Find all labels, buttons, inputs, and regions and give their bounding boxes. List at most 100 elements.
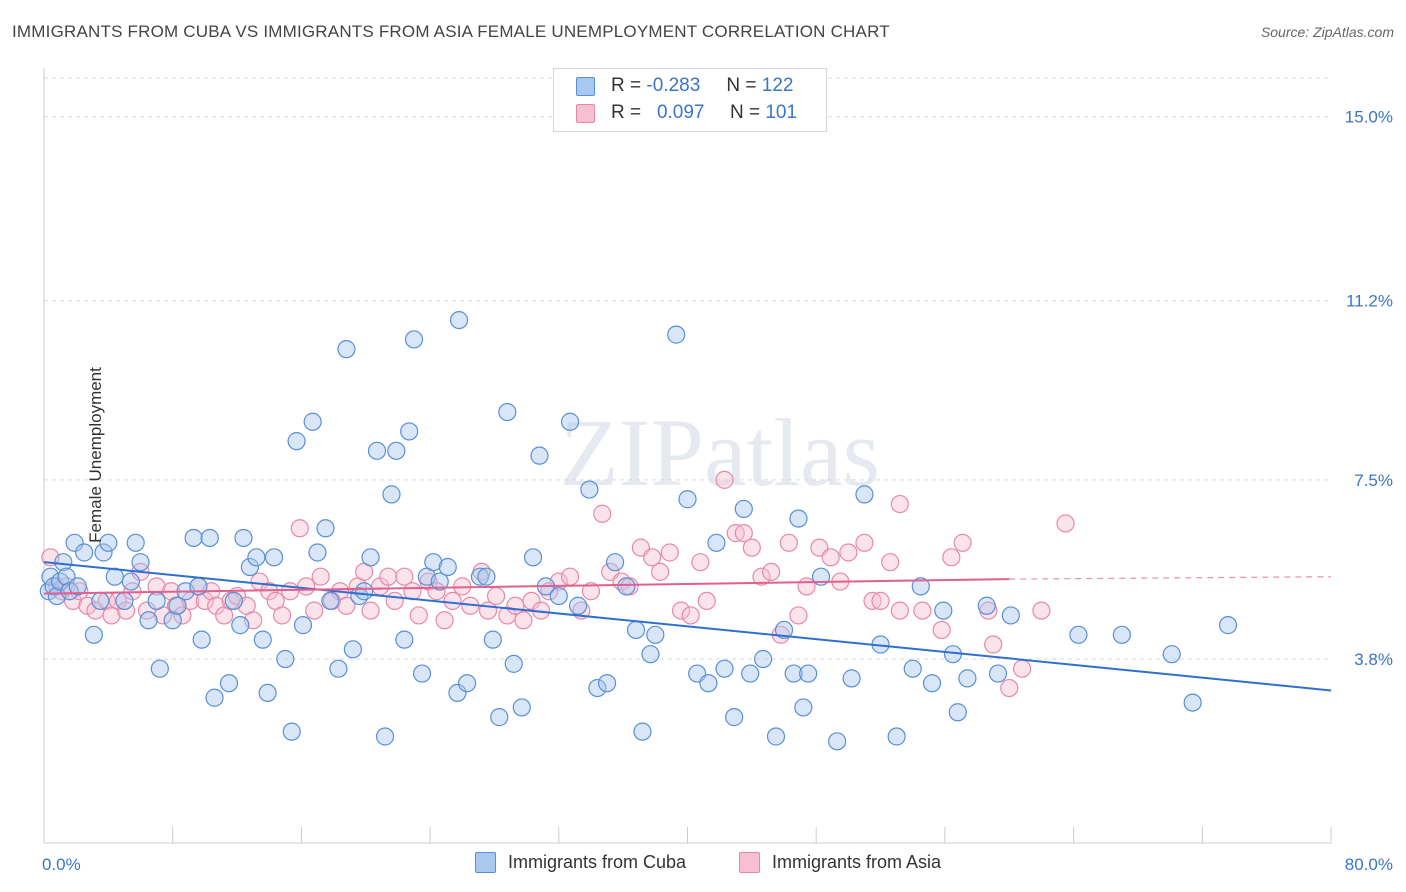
asia-point (715, 470, 734, 489)
cuba-point (303, 412, 322, 431)
cuba-point (580, 480, 599, 499)
cuba-point (438, 557, 457, 577)
asia-trend-extension (1009, 576, 1332, 580)
cuba-point (219, 674, 239, 693)
y-axis-label: Female Unemployment (85, 367, 105, 543)
asia-point (272, 606, 292, 625)
asia-point (855, 533, 874, 552)
cuba-point (139, 611, 158, 630)
cuba-point (41, 567, 60, 586)
cuba-point (184, 528, 203, 548)
cuba-point (903, 659, 922, 678)
cuba-point (734, 499, 753, 519)
cuba-point (361, 548, 380, 567)
asia-legend-label: Immigrants from Asia (772, 852, 942, 872)
cuba-point (94, 543, 113, 562)
asia-point (651, 562, 670, 581)
cuba-point (231, 616, 250, 635)
cuba-point (707, 533, 726, 552)
asia-point (697, 591, 716, 611)
cuba-point (766, 727, 786, 746)
watermark: ZIPatlas (560, 399, 880, 506)
cuba-point (449, 310, 469, 330)
asia-r-label: R = (611, 102, 642, 123)
asia-point (311, 567, 330, 586)
cuba-point (490, 708, 509, 727)
cuba-point (168, 596, 187, 615)
cuba-point (205, 688, 224, 707)
cuba-point (258, 683, 277, 703)
asia-point (435, 611, 454, 630)
cuba-point (126, 533, 145, 552)
cuba-points (39, 310, 1238, 751)
asia-n-value: 101 (765, 102, 798, 123)
cuba-point (147, 591, 166, 611)
asia-point (762, 562, 781, 581)
cuba-point (448, 683, 467, 703)
y-tick-label: 7.5% (1354, 471, 1393, 490)
cuba-point (641, 645, 660, 664)
cuba-point (646, 625, 665, 644)
axes (43, 68, 1332, 844)
cuba-point (934, 601, 953, 620)
cuba-point (293, 616, 313, 635)
cuba-point (121, 572, 140, 591)
asia-point (147, 577, 166, 596)
cuba-point (282, 722, 301, 741)
cuba-point (308, 543, 327, 562)
asia-point (385, 591, 404, 611)
asia-point (821, 548, 840, 567)
cuba-n-label: N = (726, 75, 757, 96)
cuba-point (549, 586, 568, 606)
cuba-point (400, 422, 419, 441)
asia-point (742, 538, 761, 557)
trend-lines (43, 561, 1332, 692)
cuba-point (1069, 625, 1088, 644)
cuba-point (75, 543, 94, 562)
cuba-point (842, 669, 861, 688)
cuba-point (287, 432, 306, 451)
cuba-point (150, 659, 169, 678)
asia-point (1056, 514, 1075, 533)
cuba-point (321, 591, 340, 611)
cuba-point (470, 567, 490, 586)
cuba-point (430, 572, 449, 591)
cuba-point (163, 611, 182, 630)
asia-point (890, 494, 909, 514)
bottom-legend-asia: Immigrants from Asia (739, 852, 941, 873)
cuba-r-label: R = (611, 75, 642, 96)
asia-point (486, 586, 506, 606)
cuba-point (234, 528, 253, 548)
cuba-point (911, 577, 930, 596)
cuba-point (343, 640, 362, 659)
asia-point (1000, 678, 1019, 698)
cuba-point (667, 325, 686, 344)
cuba-point (626, 620, 646, 640)
legend-row-cuba: R = -0.283 N = 122 (576, 75, 793, 97)
cuba-point (498, 402, 517, 422)
cuba-point (84, 625, 103, 644)
cuba-point (560, 412, 580, 431)
cuba-point (264, 548, 284, 567)
cuba-n-value: 122 (761, 75, 794, 96)
cuba-point (617, 577, 636, 596)
legend-row-asia: R = 0.097 N = 101 (576, 102, 797, 124)
cuba-point (588, 678, 607, 698)
asia-point (890, 601, 909, 620)
asia-point (403, 582, 422, 601)
cuba-point (977, 596, 996, 615)
asia-point (789, 606, 808, 625)
cuba-point (329, 659, 348, 678)
cuba-point (99, 533, 118, 552)
cuba-point (458, 674, 477, 693)
cuba-point (387, 441, 406, 460)
cuba-point (988, 664, 1008, 683)
asia-point (409, 606, 428, 625)
asia-point (984, 635, 1003, 654)
asia-point (953, 533, 972, 552)
cuba-point (424, 553, 443, 572)
cuba-point (799, 664, 818, 683)
asia-point (227, 586, 247, 606)
x-tick-label: 80.0% (1345, 855, 1393, 874)
asia-point (1032, 601, 1051, 620)
